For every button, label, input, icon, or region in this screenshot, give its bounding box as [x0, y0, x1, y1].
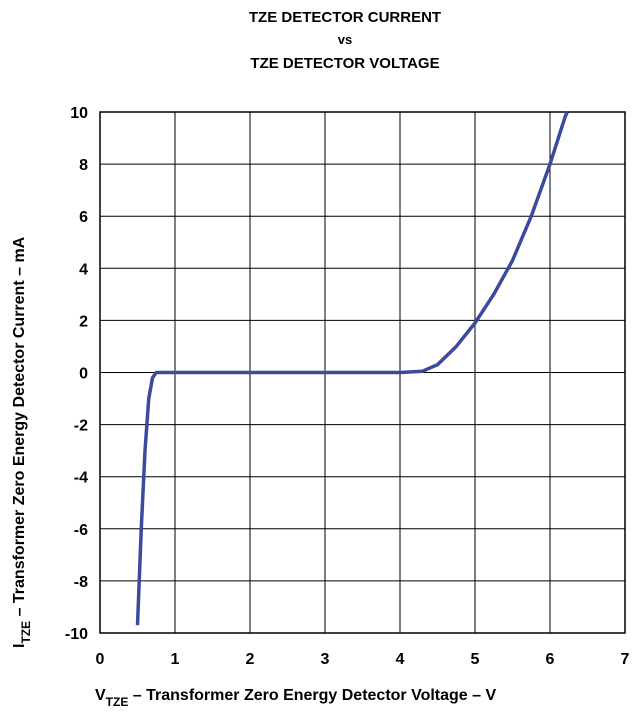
y-label-sub: TZE: [19, 621, 33, 644]
x-tick-label: 0: [96, 651, 105, 668]
y-tick-label: 6: [79, 209, 88, 226]
y-tick-label: 10: [70, 105, 88, 122]
y-tick-label: 2: [79, 313, 88, 330]
y-axis-label: ITZE – Transformer Zero Energy Detector …: [11, 236, 33, 648]
x-tick-label: 1: [171, 651, 180, 668]
y-tick-label: 4: [79, 261, 88, 278]
y-label-main: I: [11, 644, 28, 648]
data-line: [135, 111, 569, 626]
x-label-main: V: [95, 687, 106, 704]
y-tick-label: -2: [74, 418, 88, 435]
y-tick-label: -4: [74, 470, 88, 487]
x-tick-label: 4: [396, 651, 405, 668]
x-tick-label: 2: [246, 651, 255, 668]
y-tick-label: -6: [74, 522, 88, 539]
chart-title: TZE DETECTOR VOLTAGE: [250, 55, 439, 72]
plot-border: [99, 111, 626, 634]
x-tick-label: 3: [321, 651, 330, 668]
x-label-sub: TZE: [106, 695, 129, 709]
x-tick-label: 6: [546, 651, 555, 668]
y-label-rest: – Transformer Zero Energy Detector Curre…: [11, 236, 28, 621]
x-tick-label: 5: [471, 651, 480, 668]
x-axis-label: VTZE – Transformer Zero Energy Detector …: [95, 687, 496, 709]
y-tick-label: 0: [79, 366, 88, 383]
y-tick-label: -10: [65, 626, 88, 643]
chart-title: vs: [338, 32, 352, 47]
chart-title: TZE DETECTOR CURRENT: [249, 9, 441, 26]
x-label-rest: – Transformer Zero Energy Detector Volta…: [128, 687, 496, 704]
y-tick-label: -8: [74, 574, 88, 591]
y-tick-label: 8: [79, 157, 88, 174]
x-tick-label: 7: [621, 651, 630, 668]
